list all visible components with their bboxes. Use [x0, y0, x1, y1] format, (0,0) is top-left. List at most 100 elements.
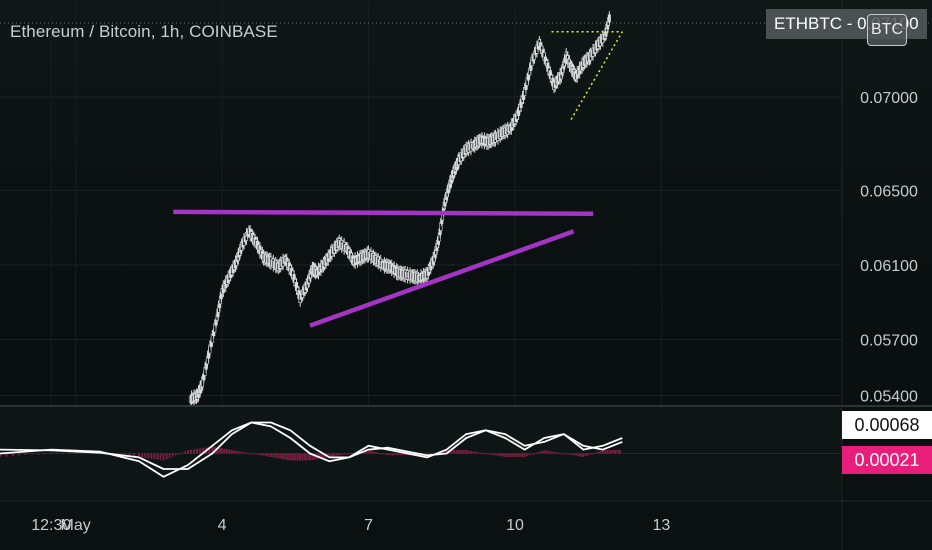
histogram-bar [601, 450, 604, 454]
histogram-bar [533, 453, 536, 455]
x-tick-label-2: 4 [218, 517, 227, 534]
histogram-bar [523, 453, 526, 457]
histogram-bar [250, 453, 253, 455]
histogram-bar [186, 450, 189, 454]
trendlines[interactable] [173, 209, 594, 328]
histogram-bar [526, 453, 529, 457]
histogram-bar [491, 453, 494, 455]
histogram-bar [277, 453, 280, 459]
histogram-bar [289, 453, 292, 461]
histogram-bar [202, 447, 205, 454]
histogram-bar [401, 453, 404, 456]
histogram-bar [216, 447, 219, 454]
histogram-bar [230, 450, 233, 454]
histogram-bar [450, 450, 453, 454]
histogram-bar [323, 453, 326, 458]
histogram-bar [614, 450, 617, 454]
histogram-bar [472, 451, 475, 454]
histogram-bar [118, 453, 121, 455]
histogram-bar [296, 453, 299, 461]
histogram-bar [252, 453, 255, 455]
histogram-bar [262, 453, 265, 456]
histogram-bar [274, 453, 277, 458]
histogram-bar [348, 453, 351, 455]
histogram-bar [335, 453, 338, 456]
histogram-bar [462, 450, 465, 454]
histogram-bar [535, 452, 538, 454]
histogram-bar [479, 452, 482, 454]
histogram-bar [538, 451, 541, 454]
histogram-bar [153, 453, 156, 460]
x-tick-label-1: May [61, 517, 91, 534]
histogram-bar [460, 450, 463, 454]
histogram-bar [367, 450, 370, 454]
histogram-bar [496, 453, 499, 456]
histogram-bar [279, 453, 282, 459]
histogram-bar [299, 453, 302, 461]
histogram-bar [570, 453, 573, 455]
histogram-bar [180, 452, 183, 454]
histogram-bar [587, 453, 590, 456]
histogram-bar [343, 453, 346, 455]
histogram-bar [589, 453, 592, 455]
histogram-bar [516, 453, 519, 457]
histogram-bar [123, 453, 126, 456]
histogram-bar [330, 453, 333, 457]
price-axis[interactable]: 0.05400 0.05700 0.06100 0.06500 0.07000 [860, 90, 918, 406]
x-tick-label-3: 7 [364, 517, 373, 534]
histogram-bar [282, 453, 285, 460]
histogram-bar [265, 453, 268, 457]
histogram-bar [269, 453, 272, 457]
histogram-bar [31, 453, 34, 455]
histogram-bar [196, 448, 199, 454]
histogram-bar [369, 450, 372, 454]
histogram-bar [208, 446, 211, 454]
histogram-bar [445, 450, 448, 454]
histogram-bar [352, 452, 355, 454]
histogram-bar [470, 450, 473, 454]
histogram-bar [211, 446, 214, 454]
histogram-bar [594, 452, 597, 454]
oscillator-pane[interactable] [0, 421, 623, 478]
histogram-bar [56, 452, 59, 454]
y-tick-label-2: 0.06100 [860, 258, 918, 275]
histogram-bar [245, 452, 248, 454]
histogram-bar [318, 453, 321, 459]
histogram-bar [518, 453, 521, 457]
currency-button[interactable]: BTC [867, 14, 907, 46]
histogram-bar [301, 453, 304, 461]
histogram-bar [618, 450, 621, 454]
histogram-bar [489, 453, 492, 455]
histogram-bar [372, 451, 375, 454]
histogram-bar [467, 450, 470, 454]
histogram-bar [504, 453, 507, 457]
histogram-bar [557, 452, 560, 454]
histogram-bar [426, 453, 429, 456]
histogram-bar [162, 453, 165, 461]
histogram-bar [606, 450, 609, 454]
histogram-bar [238, 451, 241, 454]
histogram-bar [147, 453, 150, 459]
histogram-bar [391, 453, 394, 456]
histogram-bar [189, 449, 192, 454]
projection-line-1 [570, 31, 623, 120]
y-tick-label-4: 0.07000 [860, 90, 918, 107]
histogram-bar [452, 450, 455, 454]
histogram-bar [333, 453, 336, 457]
histogram-bar [68, 452, 71, 454]
y-tick-label-3: 0.06500 [860, 183, 918, 200]
histogram-bar [350, 453, 353, 455]
histogram-bar [11, 453, 14, 456]
histogram-bar [474, 451, 477, 454]
histogram-bar [165, 453, 168, 460]
histogram-bar [284, 453, 287, 460]
histogram-bar [384, 453, 387, 455]
candle-body [607, 14, 611, 23]
histogram-bar [338, 453, 341, 456]
histogram-bar [599, 450, 602, 454]
histogram-bar [596, 451, 599, 454]
histogram-bar [382, 453, 385, 455]
